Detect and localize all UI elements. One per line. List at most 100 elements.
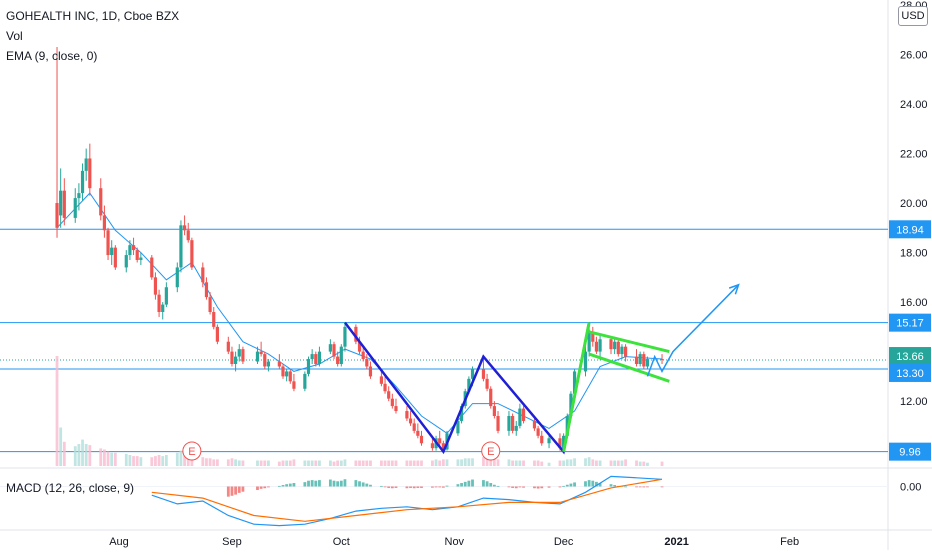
macd-histogram-bar (292, 483, 296, 487)
volume-bar (431, 460, 434, 466)
volume-bar (110, 452, 114, 466)
macd-histogram-bar (434, 486, 438, 488)
macd-histogram-bar (354, 480, 358, 487)
volume-bar (613, 460, 617, 466)
candle-body (634, 356, 639, 364)
earnings-label: E (487, 446, 494, 458)
candle-body (591, 331, 595, 342)
macd-histogram-bar (471, 479, 474, 487)
volume-bar (215, 459, 219, 466)
candle-body (204, 282, 209, 298)
x-tick-label: Feb (780, 536, 799, 548)
candle-body (379, 376, 383, 384)
candle-body (212, 312, 216, 327)
volume-bar (343, 459, 347, 466)
candle-body (266, 361, 271, 367)
volume-legend[interactable]: Vol (6, 29, 23, 43)
volume-bar (135, 456, 139, 466)
macd-histogram-bar (511, 486, 515, 488)
macd-histogram-bar (438, 486, 442, 488)
price-tag-label: 15.17 (896, 318, 924, 330)
volume-bar (318, 460, 321, 466)
candle-body (492, 406, 496, 416)
macd-histogram-bar (285, 484, 289, 487)
volume-bar (573, 458, 576, 466)
macd-histogram-bar (547, 486, 551, 488)
volume-bar (358, 460, 361, 466)
macd-histogram-bar (595, 481, 598, 487)
candle-body (394, 406, 398, 412)
macd-tick-label: 0.00 (900, 482, 921, 494)
macd-histogram-bar (379, 485, 383, 487)
volume-bar (518, 460, 522, 466)
candle-body (547, 438, 551, 444)
macd-histogram-bar (390, 486, 394, 489)
candle-body (215, 326, 219, 342)
ema-legend[interactable]: EMA (9, close, 0) (6, 49, 98, 63)
candle-body (441, 443, 445, 450)
y-tick-label: 12.00 (900, 396, 928, 408)
candle-body (416, 430, 420, 436)
volume-bar (73, 446, 77, 466)
macd-histogram-bar (267, 486, 270, 488)
candle-body (263, 354, 267, 367)
macd-histogram-bar (514, 486, 518, 489)
y-tick-label: 16.00 (900, 297, 928, 309)
candle-body (310, 354, 314, 360)
currency-badge[interactable]: USD (898, 6, 928, 26)
candle-body (226, 341, 230, 352)
candle-body (572, 371, 577, 394)
candle-body (387, 391, 391, 399)
macd-histogram-bar (569, 483, 573, 487)
macd-histogram-bar (642, 486, 646, 488)
volume-bar (205, 458, 208, 466)
macd-histogram-bar (441, 486, 445, 488)
macd-histogram-bar (365, 483, 369, 487)
volume-bar (584, 458, 587, 466)
candle-body (609, 339, 613, 350)
candle-body (102, 215, 107, 231)
candle-body (62, 190, 66, 218)
y-tick-label: 28.00 (900, 0, 928, 12)
candle-body (110, 247, 114, 256)
candle-body (638, 354, 642, 364)
volume-bar (616, 460, 620, 466)
volume-bar (183, 453, 186, 466)
macd-histogram-bar (522, 486, 525, 488)
flag-pole (562, 322, 591, 452)
volume-bar (445, 459, 449, 466)
macd-histogram-bar (358, 481, 361, 487)
volume-bar (281, 460, 285, 466)
x-tick-label: Nov (445, 536, 465, 548)
candle-body (208, 297, 212, 312)
candle-body (354, 326, 358, 342)
macd-histogram-bar (263, 486, 267, 489)
candle-body (336, 356, 340, 364)
pattern-annotations (344, 283, 740, 455)
candle-body (175, 267, 179, 288)
volume-bar (660, 461, 664, 466)
volume-bar (511, 460, 515, 466)
candle-body (459, 406, 464, 421)
volume-bar (154, 456, 157, 466)
support-resistance-levels (0, 228, 888, 453)
candle-body (161, 304, 165, 312)
candle-body (84, 158, 88, 171)
macd-histogram-bar (310, 480, 314, 487)
candle-body (99, 188, 103, 216)
macd-histogram-bar (332, 480, 336, 487)
symbol-title[interactable]: GOHEALTH INC, 1D, Cboe BZX (6, 9, 180, 23)
macd-histogram-bar (482, 480, 485, 487)
volume-bar (179, 450, 183, 466)
macd-histogram-bar (303, 482, 307, 487)
candle-body (368, 366, 373, 377)
macd-histogram-bar (587, 480, 591, 487)
volume-bar (84, 444, 88, 466)
macd-histogram-bar (361, 482, 365, 487)
candle-body (332, 344, 336, 357)
candle-body (314, 354, 318, 364)
macd-histogram-bar (598, 483, 602, 487)
macd-legend[interactable]: MACD (12, 26, close, 9) (6, 481, 135, 495)
